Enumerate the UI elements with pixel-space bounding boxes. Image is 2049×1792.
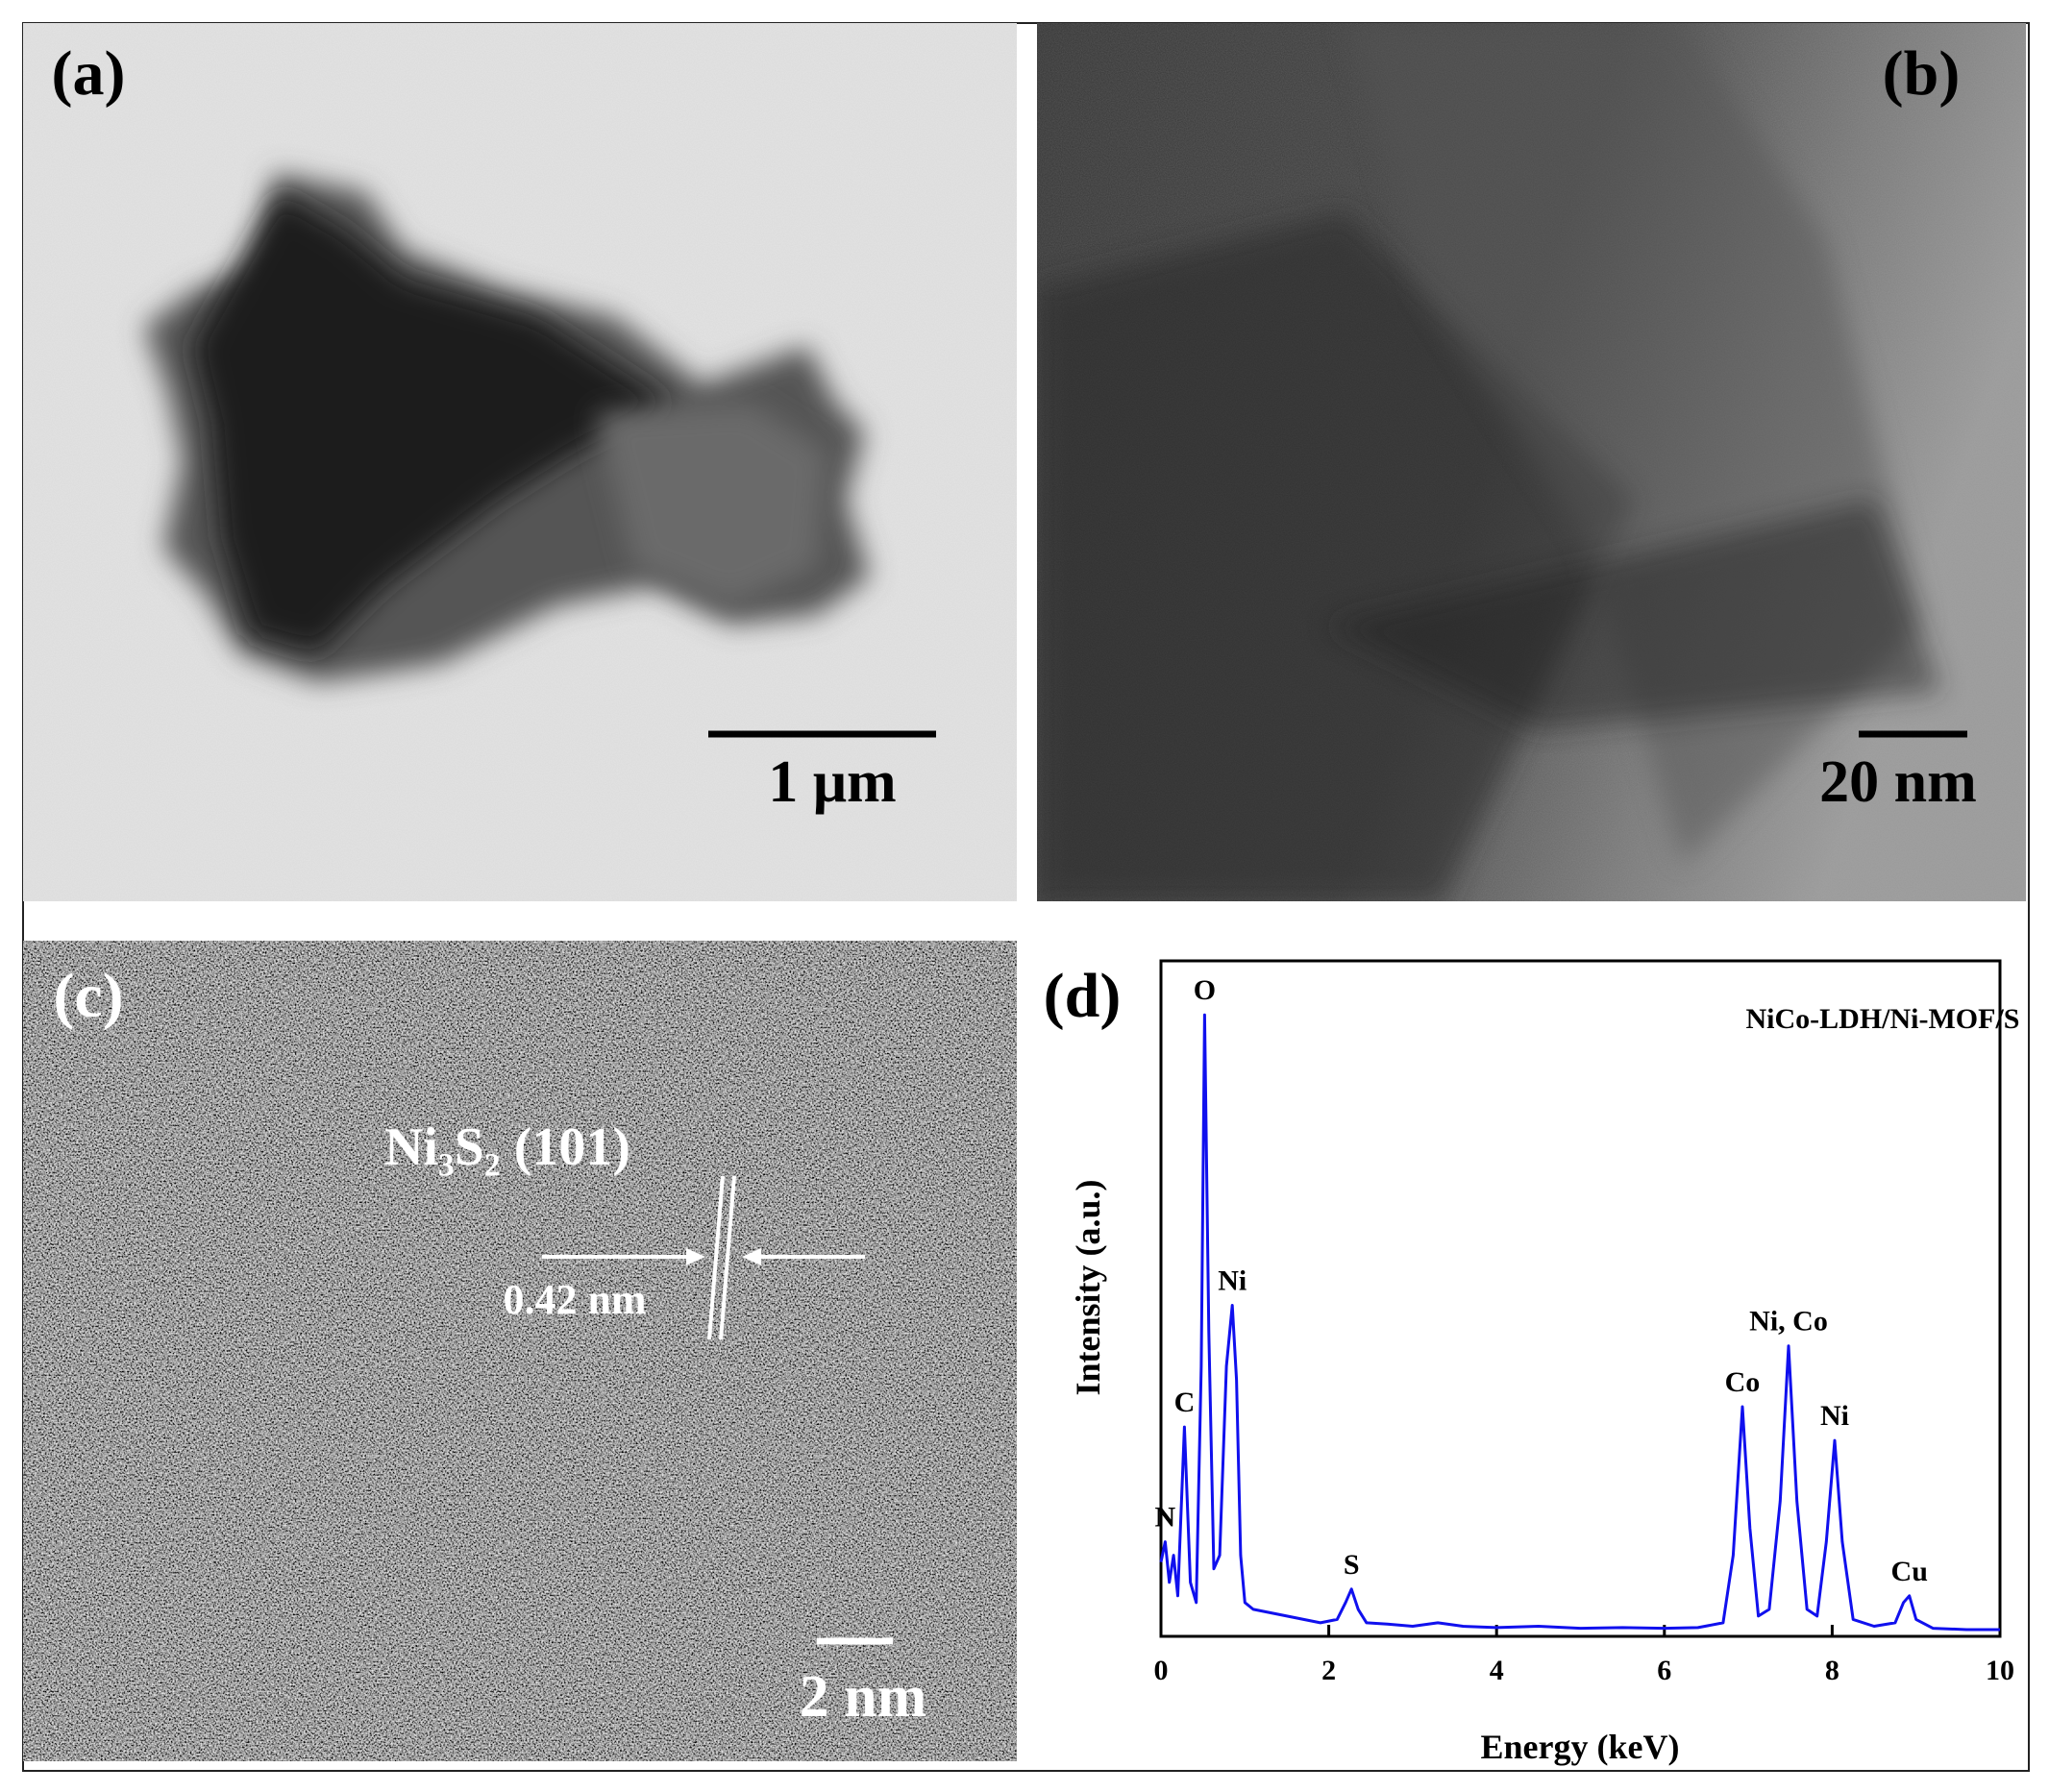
x-tick-label: 4 [1490,1655,1504,1686]
annotation: 0.42 nm [503,1276,646,1323]
plot-frame [1159,959,2002,1638]
panel-label: (b) [1883,38,1961,109]
peak-label: S [1344,1549,1360,1581]
peak-label: C [1174,1387,1196,1418]
peak-label: O [1194,974,1216,1006]
x-tick-label: 0 [1154,1655,1169,1686]
scale-label: 2 nm [800,1664,927,1730]
x-tick-label: 2 [1321,1655,1336,1686]
arrow-head [686,1248,705,1265]
micrograph-a [23,23,1017,901]
lattice-line [719,1175,736,1340]
x-tick-label: 10 [1986,1655,2014,1686]
lattice-texture [23,941,1017,1761]
x-tick-label: 6 [1657,1655,1671,1686]
scale-label: 1 μm [768,749,896,815]
peak-label: Ni [1820,1400,1849,1432]
panel-label: (d) [1044,961,1122,1031]
arrow-head [742,1248,761,1265]
micrograph-b [1037,23,2026,901]
peak-label: Cu [1891,1556,1928,1587]
lattice-line [707,1175,725,1340]
scale-label: 20 nm [1819,749,1977,815]
peak-label: N [1155,1502,1176,1534]
peak-label: Ni [1218,1265,1247,1297]
panel-label: (c) [53,961,123,1031]
x-axis-label: Energy (keV) [1481,1728,1680,1766]
annotation: Ni₃S₂ (101) [384,1117,630,1177]
legend-label: NiCo-LDH/Ni-MOF/S [1746,1003,2020,1035]
peak-label: Co [1725,1366,1761,1398]
x-tick-label: 8 [1825,1655,1839,1686]
spectrum-line [1159,1013,2000,1632]
y-axis-label: Intensity (a.u.) [1069,1179,1107,1395]
panel-label: (a) [52,38,126,109]
peak-label: Ni, Co [1749,1306,1828,1338]
